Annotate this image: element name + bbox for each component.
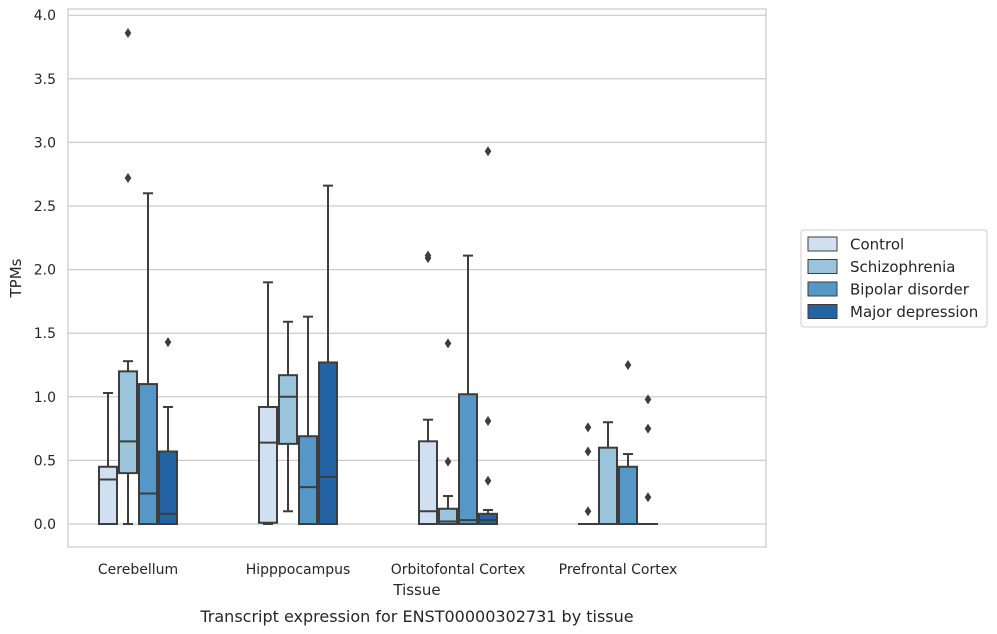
box-major-depression bbox=[638, 394, 658, 526]
plot-frame bbox=[67, 8, 767, 548]
box-iqr bbox=[458, 393, 478, 526]
box-bipolar-disorder bbox=[138, 192, 158, 525]
box-iqr bbox=[598, 446, 618, 525]
y-tick-label: 2.5 bbox=[34, 199, 56, 215]
outlier-point bbox=[484, 146, 492, 157]
outlier-point bbox=[644, 423, 652, 434]
legend-label: Major depression bbox=[850, 303, 978, 321]
box-iqr bbox=[118, 370, 138, 475]
box-iqr bbox=[478, 512, 498, 525]
x-tick-label: Hipppocampus bbox=[246, 562, 351, 578]
y-tick-label: 3.5 bbox=[34, 72, 56, 88]
x-axis-label: Tissue bbox=[392, 581, 440, 599]
box-iqr bbox=[258, 405, 278, 524]
legend-label: Bipolar disorder bbox=[850, 281, 970, 299]
box-schizophrenia bbox=[598, 421, 618, 525]
box-iqr bbox=[318, 361, 338, 525]
outlier-point bbox=[484, 475, 492, 486]
y-tick-label: 1.5 bbox=[34, 326, 56, 342]
y-tick-label: 3.0 bbox=[34, 135, 56, 151]
box-major-depression bbox=[318, 184, 338, 525]
box-iqr bbox=[418, 440, 438, 526]
y-tick-label: 2.0 bbox=[34, 263, 56, 279]
legend-label: Control bbox=[850, 236, 904, 254]
box-iqr bbox=[138, 383, 158, 525]
figure-caption: Transcript expression for ENST0000030273… bbox=[199, 607, 633, 626]
legend-label: Schizophrenia bbox=[850, 258, 955, 276]
legend-swatch bbox=[807, 281, 838, 297]
y-axis-label: TPMs bbox=[7, 258, 25, 298]
outlier-point bbox=[164, 337, 172, 348]
legend-swatch bbox=[807, 236, 838, 252]
x-tick-label: Orbitofontal Cortex bbox=[391, 562, 526, 578]
box-iqr bbox=[98, 465, 118, 526]
box-control bbox=[258, 281, 278, 525]
outlier-point bbox=[124, 173, 132, 184]
box-schizophrenia bbox=[118, 28, 138, 525]
outlier-point bbox=[584, 506, 592, 517]
box-control bbox=[418, 250, 438, 526]
box-iqr bbox=[438, 507, 458, 525]
box-iqr bbox=[618, 465, 638, 526]
box-bipolar-disorder bbox=[458, 254, 478, 526]
outlier-point bbox=[644, 394, 652, 405]
y-tick-label: 0.5 bbox=[34, 453, 56, 469]
box-major-depression bbox=[158, 337, 178, 525]
legend-items: Control Schizophrenia Bipolar disorder Majo… bbox=[807, 236, 978, 321]
box-bipolar-disorder bbox=[298, 315, 318, 525]
box-iqr bbox=[158, 450, 178, 525]
legend-swatch bbox=[807, 304, 838, 319]
y-tick-label: 0.0 bbox=[34, 517, 56, 533]
box-schizophrenia bbox=[438, 338, 458, 525]
y-axis-ticks: 0.0 0.5 1.0 1.5 2.0 2.5 3.0 3.5 4.0 bbox=[34, 8, 56, 533]
box-control bbox=[578, 422, 598, 526]
x-tick-label: Prefrontal Cortex bbox=[559, 562, 678, 578]
outlier-point bbox=[444, 338, 452, 349]
box-schizophrenia bbox=[278, 320, 298, 513]
outlier-point bbox=[584, 446, 592, 457]
legend-frame bbox=[800, 229, 988, 328]
grid-lines bbox=[68, 14, 766, 525]
y-tick-label: 1.0 bbox=[34, 390, 56, 406]
box-major-depression bbox=[478, 146, 498, 525]
outlier-point bbox=[584, 422, 592, 433]
outlier-point bbox=[124, 28, 132, 39]
legend: Control Schizophrenia Bipolar disorder Majo… bbox=[800, 229, 988, 328]
box-iqr bbox=[298, 435, 318, 525]
legend-swatch bbox=[807, 259, 838, 274]
outlier-point bbox=[424, 250, 432, 261]
box-control bbox=[98, 391, 118, 526]
y-tick-label: 4.0 bbox=[34, 8, 56, 24]
outlier-point bbox=[484, 415, 492, 426]
box-bipolar-disorder bbox=[618, 360, 638, 526]
x-tick-label: Cerebellum bbox=[98, 562, 178, 578]
x-axis-ticks: Cerebellum Hipppocampus Orbitofontal Corte… bbox=[98, 562, 677, 578]
outlier-point bbox=[444, 456, 452, 467]
box-iqr bbox=[278, 374, 298, 445]
box-series-group bbox=[98, 28, 658, 526]
outlier-point bbox=[624, 360, 632, 370]
outlier-point bbox=[644, 492, 652, 503]
